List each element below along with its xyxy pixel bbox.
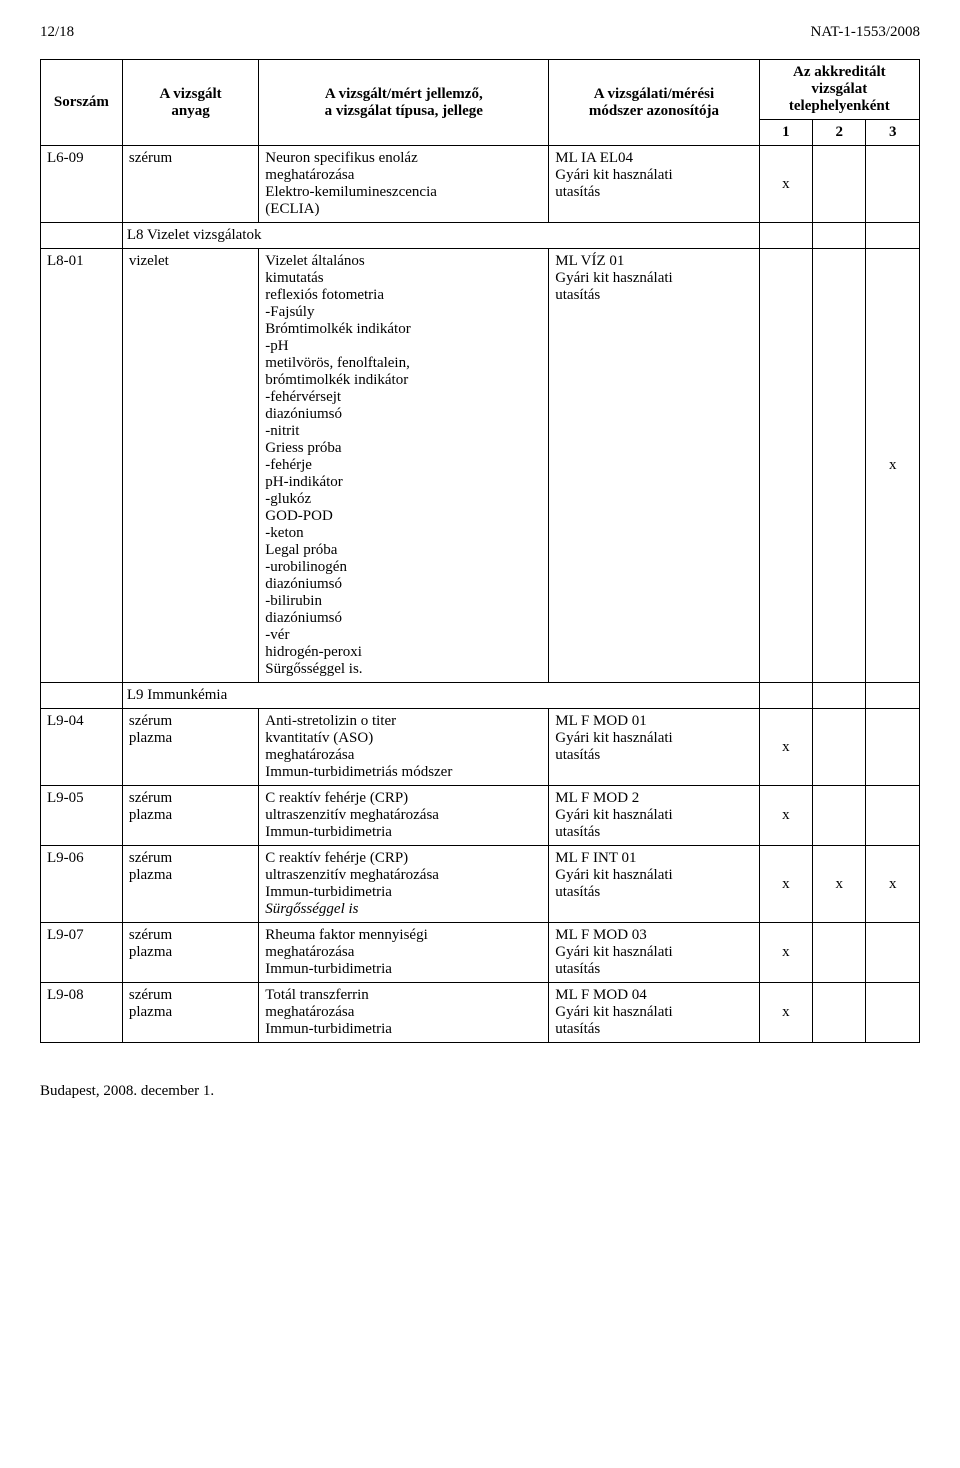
section-label: L9 Immunkémia <box>122 683 759 709</box>
cell-mark-2 <box>813 146 866 223</box>
cell-mark-1 <box>759 249 812 683</box>
cell-modszer: ML F MOD 03 Gyári kit használati utasítá… <box>549 923 759 983</box>
col-jellemzo: A vizsgált/mért jellemző, a vizsgálat tí… <box>259 60 549 146</box>
cell-jellemzo: Totál transzferrin meghatározása Immun-t… <box>259 983 549 1043</box>
page-header: 12/18 NAT-1-1553/2008 <box>40 24 920 41</box>
table-row: L8-01vizeletVizelet általános kimutatás … <box>41 249 920 683</box>
cell-mark-1: x <box>759 983 812 1043</box>
cell-jellemzo: Vizelet általános kimutatás reflexiós fo… <box>259 249 549 683</box>
section-empty <box>759 683 812 709</box>
cell-sorszam: L9-04 <box>41 709 123 786</box>
cell-anyag: vizelet <box>122 249 258 683</box>
col-modszer: A vizsgálati/mérési módszer azonosítója <box>549 60 759 146</box>
cell-sorszam: L9-07 <box>41 923 123 983</box>
col-sorszam: Sorszám <box>41 60 123 146</box>
cell-anyag: szérum <box>122 146 258 223</box>
footer-date: Budapest, 2008. december 1. <box>40 1083 920 1100</box>
cell-mark-1: x <box>759 786 812 846</box>
col-anyag: A vizsgált anyag <box>122 60 258 146</box>
data-table: Sorszám A vizsgált anyag A vizsgált/mért… <box>40 59 920 1043</box>
cell-mark-2 <box>813 983 866 1043</box>
document-code: NAT-1-1553/2008 <box>811 24 920 41</box>
cell-mark-3: x <box>866 249 920 683</box>
cell-jellemzo: C reaktív fehérje (CRP) ultraszenzitív m… <box>259 786 549 846</box>
cell-sorszam: L8-01 <box>41 249 123 683</box>
section-row: L9 Immunkémia <box>41 683 920 709</box>
table-row: L9-04szérum plazmaAnti-stretolizin o tit… <box>41 709 920 786</box>
cell-modszer: ML F MOD 04 Gyári kit használati utasítá… <box>549 983 759 1043</box>
cell-modszer: ML VÍZ 01 Gyári kit használati utasítás <box>549 249 759 683</box>
cell-mark-1: x <box>759 709 812 786</box>
cell-sorszam: L6-09 <box>41 146 123 223</box>
cell-anyag: szérum plazma <box>122 983 258 1043</box>
cell-mark-2: x <box>813 846 866 923</box>
cell-modszer: ML F MOD 01 Gyári kit használati utasítá… <box>549 709 759 786</box>
italic-note: Sürgősséggel is <box>265 901 542 918</box>
table-row: L9-05szérum plazmaC reaktív fehérje (CRP… <box>41 786 920 846</box>
cell-mark-2 <box>813 923 866 983</box>
cell-modszer: ML F MOD 2 Gyári kit használati utasítás <box>549 786 759 846</box>
col-akkreditalt: Az akkreditált vizsgálat telephelyenként <box>759 60 919 120</box>
cell-mark-2 <box>813 249 866 683</box>
cell-jellemzo: Anti-stretolizin o titer kvantitatív (AS… <box>259 709 549 786</box>
cell-mark-3 <box>866 709 920 786</box>
section-empty <box>41 223 123 249</box>
col-site-3: 3 <box>866 120 920 146</box>
cell-anyag: szérum plazma <box>122 786 258 846</box>
page-number: 12/18 <box>40 24 74 41</box>
cell-sorszam: L9-06 <box>41 846 123 923</box>
cell-jellemzo: C reaktív fehérje (CRP) ultraszenzitív m… <box>259 846 549 923</box>
table-row: L9-07szérum plazmaRheuma faktor mennyisé… <box>41 923 920 983</box>
section-empty <box>866 223 920 249</box>
table-row: L9-06szérum plazmaC reaktív fehérje (CRP… <box>41 846 920 923</box>
cell-mark-3 <box>866 923 920 983</box>
cell-mark-3: x <box>866 846 920 923</box>
section-empty <box>813 683 866 709</box>
cell-modszer: ML F INT 01 Gyári kit használati utasítá… <box>549 846 759 923</box>
cell-mark-3 <box>866 146 920 223</box>
cell-mark-1: x <box>759 923 812 983</box>
cell-jellemzo: Neuron specifikus enoláz meghatározása E… <box>259 146 549 223</box>
table-row: L9-08szérum plazmaTotál transzferrin meg… <box>41 983 920 1043</box>
cell-mark-3 <box>866 786 920 846</box>
section-empty <box>759 223 812 249</box>
cell-mark-2 <box>813 786 866 846</box>
section-empty <box>813 223 866 249</box>
cell-sorszam: L9-08 <box>41 983 123 1043</box>
section-empty <box>41 683 123 709</box>
cell-modszer: ML IA EL04 Gyári kit használati utasítás <box>549 146 759 223</box>
cell-mark-3 <box>866 983 920 1043</box>
cell-mark-2 <box>813 709 866 786</box>
cell-jellemzo: Rheuma faktor mennyiségi meghatározása I… <box>259 923 549 983</box>
section-row: L8 Vizelet vizsgálatok <box>41 223 920 249</box>
cell-mark-1: x <box>759 146 812 223</box>
cell-sorszam: L9-05 <box>41 786 123 846</box>
col-site-2: 2 <box>813 120 866 146</box>
cell-anyag: szérum plazma <box>122 923 258 983</box>
section-label: L8 Vizelet vizsgálatok <box>122 223 759 249</box>
cell-mark-1: x <box>759 846 812 923</box>
col-site-1: 1 <box>759 120 812 146</box>
cell-anyag: szérum plazma <box>122 846 258 923</box>
section-empty <box>866 683 920 709</box>
cell-anyag: szérum plazma <box>122 709 258 786</box>
table-row: L6-09szérumNeuron specifikus enoláz megh… <box>41 146 920 223</box>
